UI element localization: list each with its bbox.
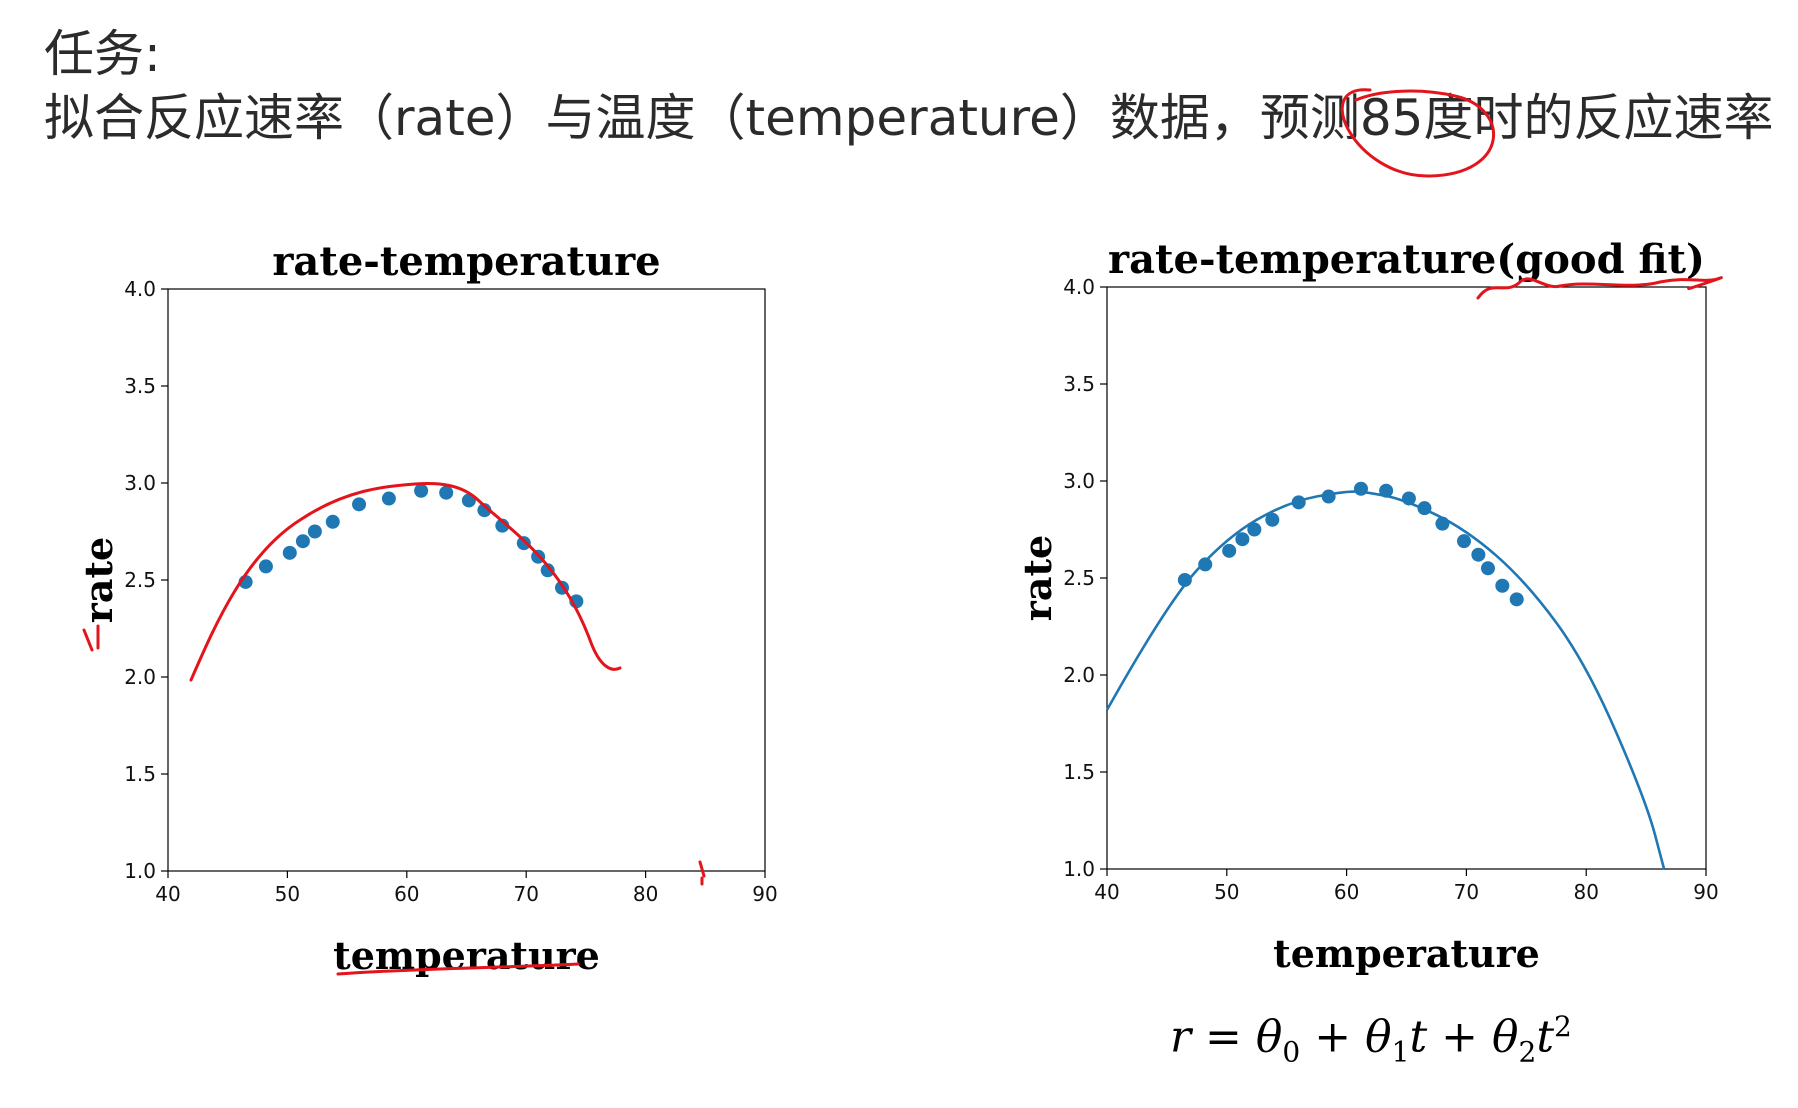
y-tick-label: 3.0 bbox=[124, 471, 156, 495]
data-point bbox=[1495, 578, 1510, 593]
x-tick-label: 70 bbox=[513, 882, 538, 906]
data-point bbox=[1353, 481, 1368, 496]
x-tick-label: 40 bbox=[1094, 880, 1119, 904]
y-axis-label: rate bbox=[1015, 535, 1060, 621]
data-point bbox=[1471, 547, 1486, 562]
data-point bbox=[1480, 561, 1495, 576]
data-point bbox=[1321, 489, 1336, 504]
chart-title: rate-temperature bbox=[272, 238, 660, 285]
data-point bbox=[1177, 572, 1192, 587]
y-tick-label: 1.0 bbox=[1063, 857, 1095, 881]
fit-formula: r = θ0 + θ1t + θ2t2 bbox=[1170, 1010, 1572, 1069]
y-tick-label: 3.5 bbox=[124, 374, 156, 398]
y-tick-label: 2.0 bbox=[124, 665, 156, 689]
y-tick-label: 2.5 bbox=[1063, 566, 1095, 590]
y-axis-label: rate bbox=[76, 537, 121, 623]
y-tick-label: 3.5 bbox=[1063, 372, 1095, 396]
x-tick-label: 50 bbox=[275, 882, 300, 906]
x-tick-label: 80 bbox=[633, 882, 658, 906]
y-tick-label: 4.0 bbox=[1063, 275, 1095, 299]
y-tick-label: 4.0 bbox=[124, 277, 156, 301]
x-tick-label: 90 bbox=[752, 882, 777, 906]
x-tick-label: 50 bbox=[1214, 880, 1239, 904]
data-point bbox=[1417, 501, 1432, 516]
data-point bbox=[1457, 534, 1472, 549]
data-point bbox=[1265, 512, 1280, 527]
x-tick-label: 90 bbox=[1693, 880, 1718, 904]
y-tick-label: 1.0 bbox=[124, 859, 156, 883]
x-tick-label: 70 bbox=[1454, 880, 1479, 904]
chart-title: rate-temperature(good fit) bbox=[1108, 236, 1705, 283]
data-point bbox=[1435, 516, 1450, 531]
x-axis-label: temperature bbox=[1273, 931, 1540, 976]
plot-frame bbox=[1106, 286, 1707, 870]
y-tick-label: 1.5 bbox=[124, 762, 156, 786]
fit-line bbox=[1105, 490, 1666, 870]
y-tick-label: 3.0 bbox=[1063, 469, 1095, 493]
x-tick-label: 60 bbox=[1334, 880, 1359, 904]
x-tick-label: 40 bbox=[155, 882, 180, 906]
y-tick-label: 2.0 bbox=[1063, 663, 1095, 687]
x-tick-label: 80 bbox=[1573, 880, 1598, 904]
data-point bbox=[1291, 495, 1306, 510]
data-point bbox=[1222, 543, 1237, 558]
data-point bbox=[1379, 483, 1394, 498]
task-label: 任务: bbox=[44, 25, 161, 83]
data-point bbox=[1509, 592, 1524, 607]
data-point bbox=[1198, 557, 1213, 572]
data-point bbox=[1401, 491, 1416, 506]
y-tick-label: 2.5 bbox=[124, 568, 156, 592]
data-point bbox=[1247, 522, 1262, 537]
data-point bbox=[1235, 532, 1250, 547]
y-tick-label: 1.5 bbox=[1063, 760, 1095, 784]
x-tick-label: 60 bbox=[394, 882, 419, 906]
